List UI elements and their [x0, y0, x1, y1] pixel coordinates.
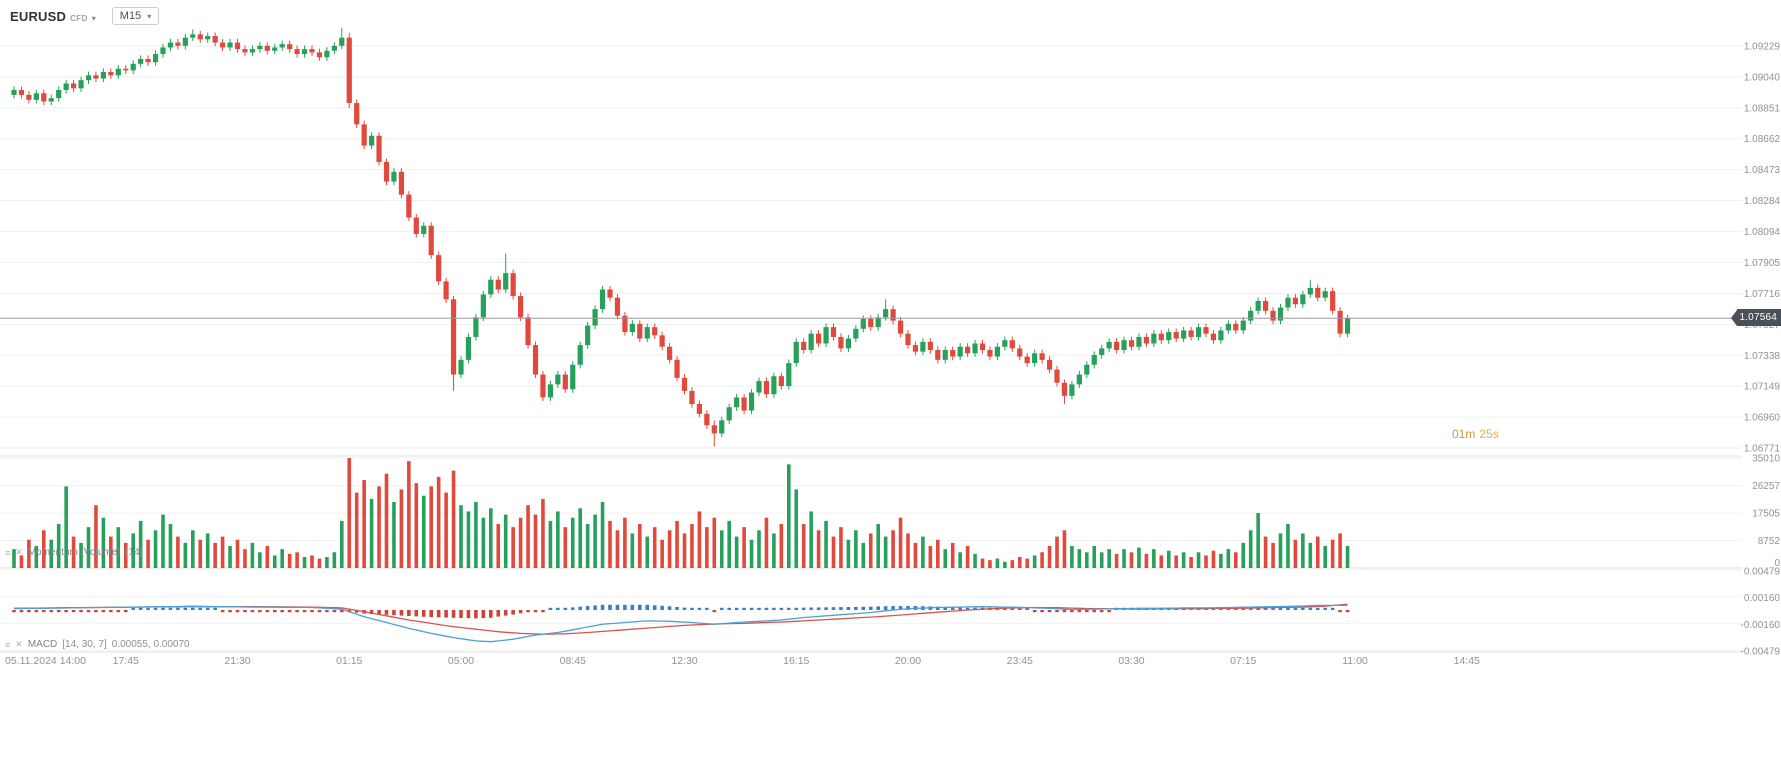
- svg-text:1.08094: 1.08094: [1744, 227, 1781, 238]
- svg-text:1.07716: 1.07716: [1744, 289, 1781, 300]
- svg-text:1.08473: 1.08473: [1744, 165, 1781, 176]
- chart-header: EURUSD CFD ▾ M15 ▾: [10, 7, 160, 25]
- svg-text:1.07149: 1.07149: [1744, 382, 1781, 393]
- svg-text:23:45: 23:45: [1007, 655, 1033, 667]
- price-badge-arrow: [1731, 309, 1738, 326]
- svg-text:1.06771: 1.06771: [1744, 444, 1781, 455]
- svg-text:-0.00479: -0.00479: [1741, 647, 1781, 658]
- timer-minutes: 01m: [1452, 427, 1476, 441]
- chevron-down-icon: ▾: [91, 13, 96, 23]
- svg-text:17:45: 17:45: [113, 655, 139, 667]
- timer-seconds: 25s: [1479, 427, 1499, 441]
- svg-text:35010: 35010: [1752, 454, 1780, 465]
- volume-indicator-row: ≡ ✕ Momentum (Volume) [14]: [5, 547, 142, 558]
- svg-text:01:15: 01:15: [336, 655, 362, 667]
- volume-indicator-params: [14]: [125, 547, 143, 558]
- macd-lines: [13, 603, 1348, 643]
- indicator-settings-icon[interactable]: ≡: [5, 639, 11, 650]
- time-axis[interactable]: [0, 652, 1781, 674]
- candlestick-series: [11, 27, 1351, 447]
- current-price-value: 1.07564: [1737, 309, 1781, 327]
- svg-text:1.07905: 1.07905: [1744, 258, 1781, 269]
- svg-text:03:30: 03:30: [1118, 655, 1144, 667]
- svg-text:1.08284: 1.08284: [1744, 196, 1781, 207]
- svg-text:12:30: 12:30: [671, 655, 697, 667]
- candle-countdown-timer: 01m 25s: [1452, 427, 1499, 441]
- axis-labels: 1.09229 1.09040 1.08851 1.08662 1.08473 1.082…: [1741, 42, 1781, 658]
- svg-text:1.07338: 1.07338: [1744, 351, 1781, 362]
- svg-text:14:45: 14:45: [1454, 655, 1480, 667]
- svg-text:1.08662: 1.08662: [1744, 134, 1781, 145]
- svg-text:08:45: 08:45: [560, 655, 586, 667]
- svg-text:07:15: 07:15: [1230, 655, 1256, 667]
- svg-text:17505: 17505: [1752, 509, 1780, 520]
- current-price-badge: 1.07564: [1731, 309, 1781, 327]
- timeframe-label: M15: [119, 10, 142, 22]
- svg-text:26257: 26257: [1752, 481, 1780, 492]
- macd-indicator-params: [14, 30, 7]: [62, 639, 107, 650]
- price-axis[interactable]: [1743, 0, 1781, 456]
- volume-axis[interactable]: [1743, 456, 1781, 570]
- svg-text:16:15: 16:15: [783, 655, 809, 667]
- indicator-close-icon[interactable]: ✕: [15, 547, 23, 557]
- macd-indicator-name: MACD: [27, 639, 58, 650]
- chevron-down-icon: ▾: [147, 11, 152, 21]
- indicator-close-icon[interactable]: ✕: [15, 639, 23, 649]
- time-axis-labels: 05.11.2024 14:00 17:45 21:30 01:15 05:00 08:4…: [5, 655, 1480, 667]
- svg-text:0: 0: [1774, 558, 1780, 569]
- timeframe-selector[interactable]: M15 ▾: [111, 7, 160, 25]
- macd-indicator-row: ≡ ✕ MACD [14, 30, 7] 0.00055, 0.00070: [5, 639, 190, 650]
- symbol-selector[interactable]: EURUSD CFD ▾: [10, 9, 96, 24]
- svg-text:20:00: 20:00: [895, 655, 921, 667]
- svg-text:0.00479: 0.00479: [1744, 567, 1781, 578]
- svg-text:-0.00160: -0.00160: [1741, 620, 1781, 631]
- macd-axis[interactable]: [1743, 570, 1781, 652]
- svg-text:05.11.2024 14:00: 05.11.2024 14:00: [5, 655, 86, 667]
- instrument-type-label: CFD: [70, 13, 88, 23]
- symbol-name: EURUSD: [10, 8, 67, 24]
- svg-text:1.09040: 1.09040: [1744, 72, 1781, 83]
- svg-text:11:00: 11:00: [1342, 655, 1368, 667]
- indicator-settings-icon[interactable]: ≡: [5, 547, 11, 558]
- volume-series: [12, 458, 1350, 568]
- svg-text:1.09229: 1.09229: [1744, 42, 1781, 53]
- svg-text:1.06960: 1.06960: [1744, 413, 1781, 424]
- svg-text:05:00: 05:00: [448, 655, 474, 667]
- svg-text:0.00160: 0.00160: [1744, 593, 1781, 604]
- svg-text:1.08851: 1.08851: [1744, 103, 1781, 114]
- macd-indicator-values: 0.00055, 0.00070: [111, 639, 190, 650]
- volume-indicator-name: Momentum (Volume): [27, 547, 121, 558]
- svg-text:21:30: 21:30: [224, 655, 250, 667]
- svg-text:8752: 8752: [1758, 536, 1781, 547]
